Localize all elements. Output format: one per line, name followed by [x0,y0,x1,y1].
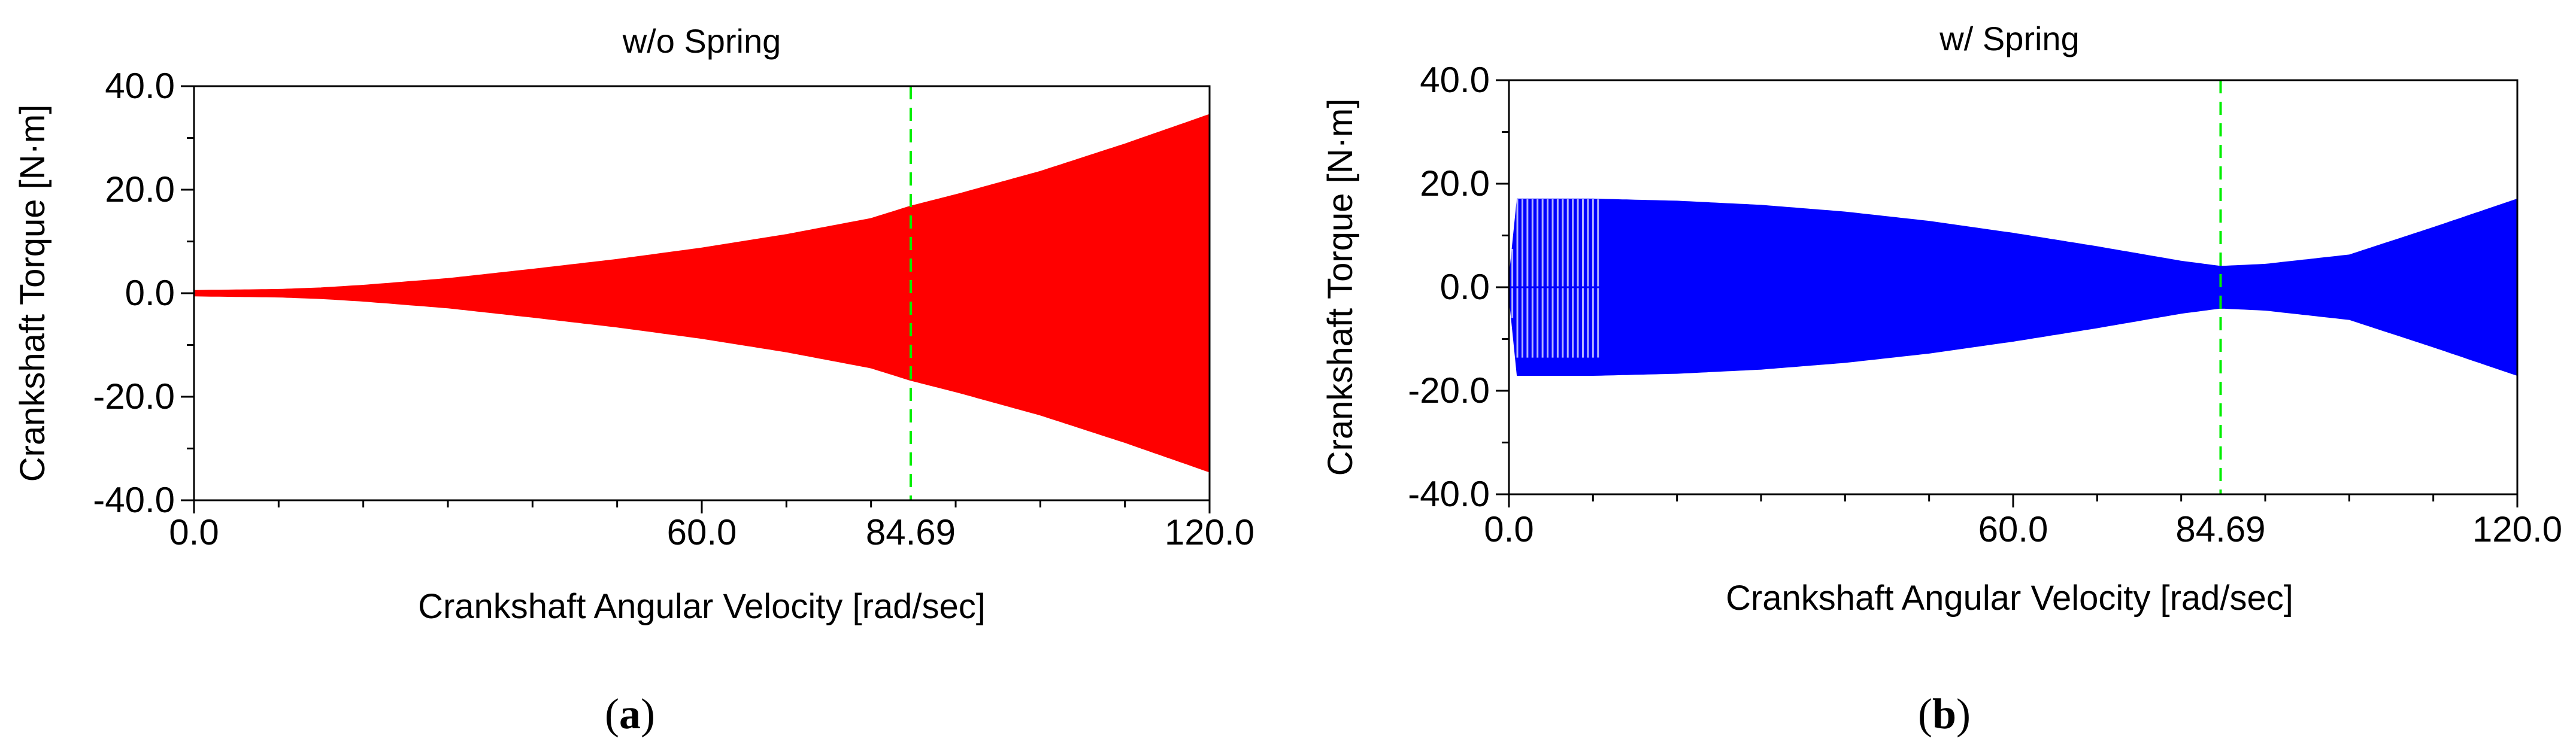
chart-a-x-axis-label: Crankshaft Angular Velocity [rad/sec] [418,587,986,626]
x-tick-label: 0.0 [169,512,219,552]
y-tick-label: 40.0 [105,66,175,106]
y-tick-label: -40.0 [93,480,175,520]
chart-a-x-tick-labels: 0.0 60.0 120.0 [169,512,1254,552]
chart-b-x-axis-label: Crankshaft Angular Velocity [rad/sec] [1726,579,2293,618]
x-tick-label: 120.0 [2472,509,2562,549]
chart-a-y-axis-label: Crankshaft Torque [N·m] [13,105,52,482]
chart-b-marker-label: 84.69 [2175,509,2265,549]
y-tick-label: 20.0 [105,169,175,209]
x-tick-label: 60.0 [667,512,737,552]
y-tick-label: 0.0 [125,273,175,313]
y-tick-label: -20.0 [1408,370,1490,411]
y-tick-label: -20.0 [93,376,175,416]
y-tick-label: 20.0 [1420,163,1490,203]
y-tick-label: 0.0 [1440,267,1490,307]
x-tick-label: 120.0 [1165,512,1254,552]
chart-b-y-axis-label: Crankshaft Torque [N·m] [1321,99,1360,476]
y-tick-label: 40.0 [1420,60,1490,100]
chart-b-caption: (b) [1918,690,1971,738]
chart-a-title: w/o Spring [622,22,781,60]
chart-b-y-tick-labels: -40.0 -20.0 0.0 20.0 40.0 [1408,60,1490,514]
chart-b-oscillation-lines [1511,199,1599,358]
chart-panel-b: w/ Spring -40.0 -20.0 0.0 20.0 40.0 0.0 60.0 1… [1321,20,2562,738]
chart-b-plot-area [1496,79,2519,507]
chart-a-marker-label: 84.69 [866,512,956,552]
chart-b-x-tick-labels: 0.0 60.0 120.0 [1484,509,2562,549]
chart-a-plot-area [181,85,1211,513]
x-tick-label: 60.0 [1978,509,2048,549]
x-tick-label: 0.0 [1484,509,1534,549]
chart-a-caption: (a) [605,690,655,738]
chart-panel-a: w/o Spring -40.0 -20.0 0.0 20.0 40.0 0.0 60.0… [13,22,1254,738]
chart-a-y-tick-labels: -40.0 -20.0 0.0 20.0 40.0 [93,66,175,520]
y-tick-label: -40.0 [1408,474,1490,514]
chart-b-title: w/ Spring [1939,20,2079,57]
